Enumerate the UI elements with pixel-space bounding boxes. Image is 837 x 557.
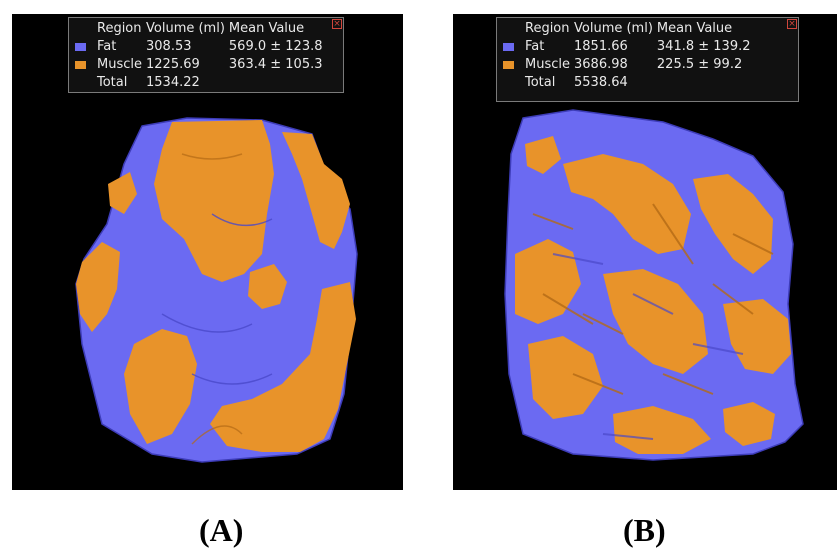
tissue-render-b: [504, 109, 804, 461]
tissue-render-a: [75, 117, 358, 463]
legend-header-row: Region Volume (ml) Mean Value: [73, 20, 327, 38]
region-name: Muscle: [97, 57, 142, 72]
volume-value: 308.53: [146, 39, 192, 54]
volume-value: 1225.69: [146, 57, 200, 72]
mean-value: [657, 74, 755, 92]
volume-value: 1534.22: [146, 75, 200, 90]
header-region: Region: [525, 21, 570, 36]
header-volume: Volume (ml): [574, 21, 653, 36]
legend-row-fat: Fat 1851.66 341.8 ± 139.2: [501, 38, 755, 56]
panel-label-b: (B): [623, 512, 666, 548]
legend-row-muscle: Muscle 1225.69 363.4 ± 105.3: [73, 56, 327, 74]
mean-value: 341.8 ± 139.2: [656, 39, 751, 54]
region-name: Fat: [97, 39, 117, 54]
muscle-color-swatch: [75, 60, 86, 69]
header-mean: Mean Value: [228, 21, 305, 36]
panel-label-a: (A): [199, 512, 244, 548]
legend-table-a: × Region Volume (ml) Mean Value Fat 308.…: [68, 17, 344, 93]
volume-value: 5538.64: [574, 75, 628, 90]
mean-value: [229, 74, 327, 92]
header-mean: Mean Value: [656, 21, 733, 36]
volume-value: 1851.66: [574, 39, 628, 54]
fat-color-swatch: [75, 42, 86, 51]
mean-value: 225.5 ± 99.2: [656, 57, 743, 72]
render-panel-a: × Region Volume (ml) Mean Value Fat 308.…: [12, 14, 403, 490]
header-region: Region: [97, 21, 142, 36]
volume-value: 3686.98: [574, 57, 628, 72]
region-name: Total: [525, 75, 556, 90]
fat-color-swatch: [503, 42, 514, 51]
close-icon[interactable]: ×: [332, 19, 342, 29]
muscle-color-swatch: [503, 60, 514, 69]
mean-value: 569.0 ± 123.8: [228, 39, 323, 54]
region-name: Fat: [525, 39, 545, 54]
legend-row-total: Total 5538.64: [501, 74, 755, 92]
mean-value: 363.4 ± 105.3: [228, 57, 323, 72]
close-icon[interactable]: ×: [787, 19, 797, 29]
region-name: Total: [97, 75, 128, 90]
legend-header-row: Region Volume (ml) Mean Value: [501, 20, 755, 38]
region-name: Muscle: [525, 57, 570, 72]
legend-table-b: × Region Volume (ml) Mean Value Fat 1851…: [496, 17, 799, 102]
legend-row-muscle: Muscle 3686.98 225.5 ± 99.2: [501, 56, 755, 74]
render-panel-b: × Region Volume (ml) Mean Value Fat 1851…: [453, 14, 837, 490]
header-volume: Volume (ml): [146, 21, 225, 36]
legend-row-fat: Fat 308.53 569.0 ± 123.8: [73, 38, 327, 56]
legend-row-total: Total 1534.22: [73, 74, 327, 92]
